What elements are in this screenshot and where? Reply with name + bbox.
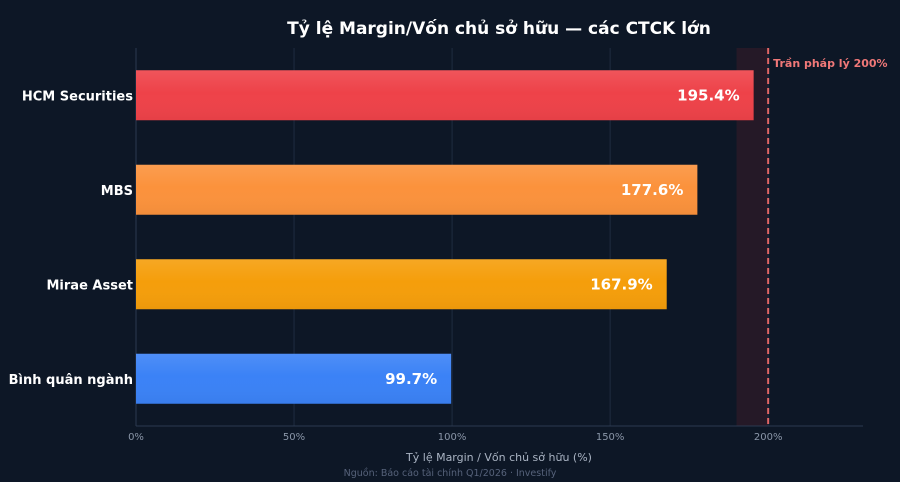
legal-limit-label: Trần pháp lý 200% [773,57,887,70]
plot-area: 0% 50% 100% 150% 200% 195.4% HCM Securities 177… [9,48,888,443]
bar-shine [136,164,698,215]
bar-value-label: 177.6% [621,181,683,199]
category-label: HCM Securities [22,89,133,104]
source-note: Nguồn: Báo cáo tài chính Q1/2026 · Inves… [344,468,557,479]
category-label: Bình quân ngành [9,373,133,388]
chart-title: Tỷ lệ Margin/Vốn chủ sở hữu — các CTCK l… [287,18,711,39]
x-axis-label: Tỷ lệ Margin / Vốn chủ sở hữu (%) [405,451,592,464]
bar-shine [136,353,452,404]
x-tick-label: 100% [438,432,467,443]
bar-shine [136,70,754,121]
x-tick-label: 150% [596,432,625,443]
bar-value-label: 195.4% [677,86,739,104]
x-tick-label: 50% [283,432,305,443]
x-tick-label: 200% [754,432,783,443]
category-label: MBS [101,184,133,199]
bar-value-label: 167.9% [590,275,652,293]
bar-value-label: 99.7% [385,370,437,388]
x-tick-label: 0% [128,432,144,443]
bar-shine [136,259,667,310]
category-label: Mirae Asset [47,278,134,293]
